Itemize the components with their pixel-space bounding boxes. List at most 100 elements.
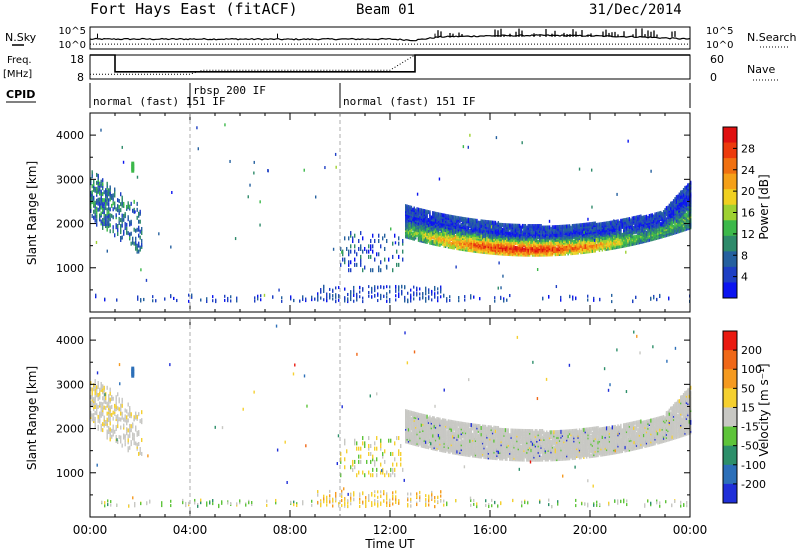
range-gate-cell xyxy=(101,180,102,184)
range-gate-cell xyxy=(254,296,255,299)
range-gate-cell xyxy=(416,207,417,211)
range-gate-cell xyxy=(406,410,407,414)
range-gate-cell xyxy=(499,223,500,227)
range-gate-cell xyxy=(138,220,139,224)
range-gate-cell xyxy=(372,268,373,272)
range-gate-cell xyxy=(634,216,635,220)
range-gate-cell xyxy=(353,286,354,289)
range-gate-cell xyxy=(428,445,429,449)
range-gate-cell xyxy=(132,209,133,213)
range-gate-cell xyxy=(101,206,102,210)
range-gate-cell xyxy=(383,286,384,289)
range-gate-cell xyxy=(113,197,114,201)
range-gate-cell xyxy=(98,174,99,178)
range-gate-cell xyxy=(137,176,138,179)
range-gate-cell xyxy=(486,220,487,224)
range-gate-cell xyxy=(395,285,396,288)
range-gate-cell xyxy=(481,219,482,223)
range-gate-cell xyxy=(459,216,460,220)
range-gate-cell xyxy=(146,279,147,282)
range-gate-cell xyxy=(585,223,586,227)
range-gate-cell xyxy=(96,211,97,215)
range-gate-cell xyxy=(128,231,129,235)
range-gate-cell xyxy=(347,293,348,296)
range-gate-cell xyxy=(123,230,124,234)
range-gate-cell xyxy=(520,225,521,229)
range-gate-cell xyxy=(99,198,100,202)
range-gate-cell xyxy=(498,287,499,290)
range-gate-cell xyxy=(95,201,96,205)
range-gate-cell xyxy=(100,129,101,132)
range-gate-cell xyxy=(634,235,635,239)
range-gate-cell xyxy=(113,229,114,233)
range-gate-cell xyxy=(627,217,628,221)
range-gate-cell xyxy=(140,298,141,301)
range-gate-cell xyxy=(569,224,570,228)
range-gate-cell xyxy=(120,224,121,228)
range-gate-cell xyxy=(110,213,111,217)
range-gate-cell xyxy=(542,226,543,230)
freq-label-1: Freq. xyxy=(7,55,32,66)
range-gate-cell xyxy=(489,220,490,224)
range-gate-cell xyxy=(650,170,651,173)
range-gate-cell xyxy=(421,208,422,212)
colorbar-swatch xyxy=(723,251,737,267)
range-gate-cell xyxy=(104,210,105,214)
range-gate-cell xyxy=(428,291,429,294)
colorbar-swatch xyxy=(723,236,737,252)
range-gate-cell xyxy=(419,287,420,290)
range-gate-cell xyxy=(119,199,120,203)
range-gate-cell xyxy=(158,232,159,235)
range-gate-cell xyxy=(329,296,330,299)
range-gate-cell xyxy=(131,162,134,166)
range-gate-cell xyxy=(636,235,637,239)
range-gate-cell xyxy=(546,225,547,229)
range-gate-cell xyxy=(135,247,136,251)
range-gate-cell xyxy=(509,223,510,227)
range-gate-cell xyxy=(468,146,469,149)
range-gate-cell xyxy=(99,192,100,196)
range-gate-cell xyxy=(135,241,136,245)
colorbar-tick-label: 12 xyxy=(741,228,755,241)
range-gate-cell xyxy=(356,293,357,296)
cpid-label: CPID xyxy=(6,88,35,101)
velocity-panel-bg xyxy=(90,318,690,517)
range-gate-cell xyxy=(426,210,427,214)
range-gate-cell xyxy=(117,208,118,212)
range-gate-cell xyxy=(93,196,94,200)
range-gate-cell xyxy=(654,212,655,216)
range-gate-cell xyxy=(113,201,114,205)
range-gate-cell xyxy=(616,220,617,224)
range-gate-cell xyxy=(188,300,189,303)
range-gate-cell xyxy=(335,299,336,302)
y-tick-label: 2000 xyxy=(56,218,84,231)
range-gate-cell xyxy=(431,417,432,421)
range-gate-cell xyxy=(368,295,369,298)
range-gate-cell xyxy=(548,225,549,229)
range-gate-cell xyxy=(491,225,492,228)
range-gate-cell xyxy=(374,295,375,298)
range-gate-cell xyxy=(105,222,106,226)
range-gate-cell xyxy=(380,294,381,297)
range-gate-cell xyxy=(108,210,109,214)
range-gate-cell xyxy=(140,246,141,250)
range-gate-cell xyxy=(126,223,127,227)
noise-left-label: N.Sky xyxy=(5,31,37,44)
range-gate-cell xyxy=(96,199,97,203)
range-gate-cell xyxy=(405,409,406,413)
range-gate-cell xyxy=(539,224,540,228)
range-gate-cell xyxy=(464,295,465,298)
range-gate-cell xyxy=(366,250,367,254)
range-gate-cell xyxy=(416,412,417,416)
noise-left-tick-bottom: 10^0 xyxy=(59,40,86,51)
range-gate-cell xyxy=(254,161,255,164)
range-gate-cell xyxy=(439,232,440,236)
range-gate-cell xyxy=(384,234,385,238)
range-gate-cell xyxy=(472,218,473,222)
range-gate-cell xyxy=(633,226,634,230)
range-gate-cell xyxy=(432,211,433,215)
range-gate-cell xyxy=(644,215,645,219)
range-gate-cell xyxy=(110,207,111,211)
range-gate-cell xyxy=(110,217,111,221)
